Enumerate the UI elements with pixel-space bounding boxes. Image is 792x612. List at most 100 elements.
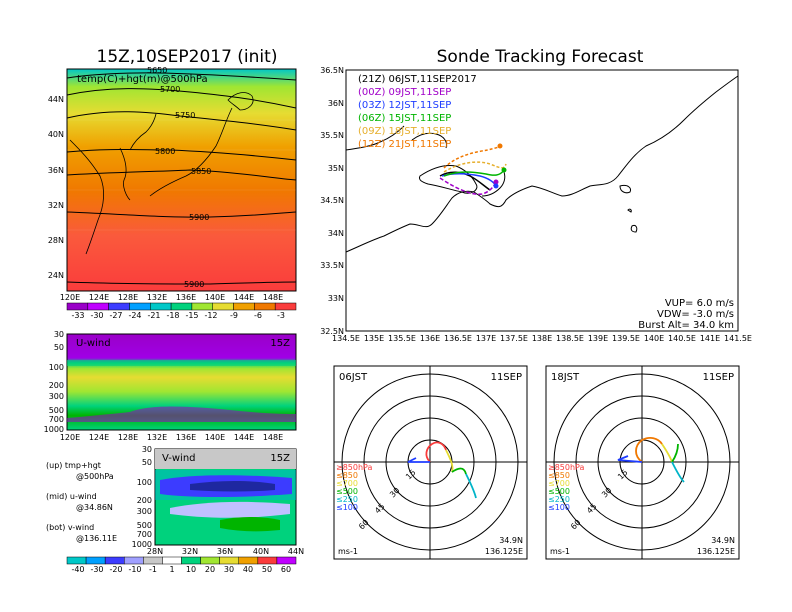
right-title: Sonde Tracking Forecast bbox=[437, 47, 644, 67]
svg-text:140E: 140E bbox=[205, 433, 225, 442]
colorbar-cell bbox=[104, 556, 125, 565]
svg-text:36N: 36N bbox=[328, 99, 344, 108]
svg-text:60: 60 bbox=[281, 565, 291, 574]
colorbar-cell bbox=[254, 302, 276, 311]
svg-text:30: 30 bbox=[224, 565, 234, 574]
svg-text:06JST: 06JST bbox=[339, 372, 368, 383]
svg-text:120E: 120E bbox=[60, 433, 80, 442]
svg-text:≥850hPa: ≥850hPa bbox=[548, 463, 585, 472]
svg-text:136.5E: 136.5E bbox=[444, 334, 472, 343]
svg-text:138E: 138E bbox=[532, 334, 552, 343]
vwind-panel: V-wind 15Z bbox=[154, 448, 297, 546]
contour-label-5900b: 5900 bbox=[184, 280, 204, 289]
contour-label-5650: 5650 bbox=[147, 66, 167, 75]
svg-text:20: 20 bbox=[205, 565, 215, 574]
svg-text:Burst Alt= 34.0 km: Burst Alt= 34.0 km bbox=[638, 320, 734, 331]
colorbar-cell bbox=[162, 556, 182, 565]
svg-text:144E: 144E bbox=[234, 293, 254, 302]
track-map-frame bbox=[345, 69, 739, 332]
track-map-coastline bbox=[345, 75, 739, 253]
contour-label-5700: 5700 bbox=[160, 85, 180, 94]
svg-text:33N: 33N bbox=[328, 294, 344, 303]
svg-text:18JST: 18JST bbox=[551, 372, 580, 383]
svg-text:700: 700 bbox=[137, 530, 152, 539]
track-paths bbox=[439, 145, 507, 195]
svg-text:500: 500 bbox=[137, 521, 152, 530]
svg-text:@500hPa: @500hPa bbox=[76, 472, 114, 481]
colorbar-cell bbox=[66, 302, 89, 311]
track-21z bbox=[439, 171, 491, 191]
svg-text:-40: -40 bbox=[71, 565, 84, 574]
wind-colorbar bbox=[66, 556, 297, 565]
svg-text:40N: 40N bbox=[48, 130, 64, 139]
svg-text:30: 30 bbox=[142, 445, 152, 454]
svg-text:36.5N: 36.5N bbox=[320, 66, 344, 75]
svg-text:32N: 32N bbox=[182, 547, 198, 556]
track-params: VUP= 6.0 m/s VDW= -3.0 m/s Burst Alt= 34… bbox=[638, 298, 734, 331]
burst-point-00z bbox=[493, 179, 499, 185]
map500-label: temp(C)+hgt(m)@500hPa bbox=[77, 74, 208, 85]
svg-text:≤500: ≤500 bbox=[548, 487, 570, 496]
svg-text:-10: -10 bbox=[128, 565, 141, 574]
burst-point-03z bbox=[493, 183, 499, 189]
notes-block: (up) tmp+hgt @500hPa (mid) u-wind @34.86… bbox=[46, 461, 117, 543]
svg-text:135E: 135E bbox=[364, 334, 384, 343]
svg-text:-33: -33 bbox=[71, 311, 84, 320]
svg-text:141.5E: 141.5E bbox=[724, 334, 752, 343]
svg-text:136E: 136E bbox=[176, 433, 196, 442]
colorbar-cell bbox=[238, 556, 259, 565]
svg-text:-20: -20 bbox=[109, 565, 122, 574]
svg-text:139E: 139E bbox=[588, 334, 608, 343]
svg-text:500: 500 bbox=[49, 406, 64, 415]
svg-text:28N: 28N bbox=[48, 236, 64, 245]
svg-text:132E: 132E bbox=[147, 293, 167, 302]
svg-text:≤850: ≤850 bbox=[336, 471, 358, 480]
vwind-label: V-wind bbox=[162, 453, 196, 464]
svg-text:136.125E: 136.125E bbox=[485, 547, 523, 556]
svg-text:139.5E: 139.5E bbox=[612, 334, 640, 343]
colorbar-cell bbox=[274, 302, 297, 311]
svg-text:44N: 44N bbox=[48, 95, 64, 104]
track-03z bbox=[441, 172, 497, 187]
uwind-yticks: 30 50 100 200 300 500 700 1000 bbox=[44, 330, 64, 434]
svg-text:44N: 44N bbox=[288, 547, 304, 556]
svg-text:(up) tmp+hgt: (up) tmp+hgt bbox=[46, 461, 101, 470]
svg-text:34.5N: 34.5N bbox=[320, 196, 344, 205]
map500-colorbar-labels: -33 -30 -27 -24 -21 -18 -15 -12 -9 -6 -3 bbox=[71, 311, 285, 320]
colorbar-cell bbox=[143, 556, 163, 565]
svg-text:124E: 124E bbox=[89, 293, 109, 302]
legend-03z: (03Z) 12JST,11SEP bbox=[358, 100, 451, 111]
wind-colorbar-labels: -40 -30 -20 -10 -1 1 10 20 30 40 50 60 bbox=[71, 565, 291, 574]
svg-text:1000: 1000 bbox=[132, 540, 152, 549]
uwind-time: 15Z bbox=[270, 338, 290, 349]
track-xticks: 134.5E 135E 135.5E 136E 136.5E 137E 137.… bbox=[332, 334, 752, 343]
contour-label-5900a: 5900 bbox=[189, 213, 209, 222]
svg-text:≤700: ≤700 bbox=[548, 479, 570, 488]
map500-colorbar bbox=[66, 302, 297, 311]
svg-text:(bot) v-wind: (bot) v-wind bbox=[46, 523, 94, 532]
svg-text:10: 10 bbox=[186, 565, 196, 574]
svg-text:ms-1: ms-1 bbox=[338, 547, 358, 556]
svg-text:33.5N: 33.5N bbox=[320, 261, 344, 270]
svg-text:200: 200 bbox=[137, 496, 152, 505]
svg-text:VUP= 6.0 m/s: VUP= 6.0 m/s bbox=[665, 298, 734, 309]
svg-text:-12: -12 bbox=[204, 311, 217, 320]
map500-yticks: 44N 40N 36N 32N 28N 24N bbox=[48, 95, 64, 280]
svg-text:700: 700 bbox=[49, 415, 64, 424]
track-06z bbox=[443, 169, 505, 177]
colorbar-cell bbox=[212, 302, 234, 311]
colorbar-cell bbox=[108, 302, 130, 311]
left-title: 15Z,10SEP2017 (init) bbox=[97, 47, 278, 67]
burst-point-06z bbox=[501, 167, 507, 173]
svg-text:300: 300 bbox=[137, 507, 152, 516]
colorbar-cell bbox=[200, 556, 220, 565]
svg-text:128E: 128E bbox=[118, 433, 138, 442]
svg-text:-30: -30 bbox=[90, 565, 103, 574]
svg-text:-15: -15 bbox=[185, 311, 198, 320]
burst-point-12z bbox=[497, 143, 503, 149]
svg-text:-3: -3 bbox=[277, 311, 285, 320]
svg-text:34N: 34N bbox=[328, 229, 344, 238]
svg-text:141E: 141E bbox=[700, 334, 720, 343]
hodograph-06jst: 06JST 11SEP 15 30 45 60 ms-1 34.9N 136.1… bbox=[333, 365, 528, 560]
